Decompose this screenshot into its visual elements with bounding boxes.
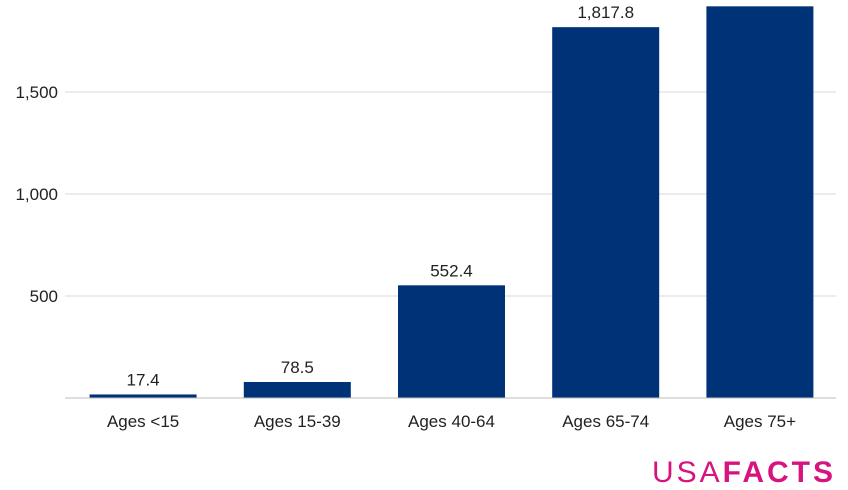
bar	[398, 285, 505, 398]
bar	[243, 381, 351, 398]
data-label: 78.5	[281, 358, 314, 377]
bar-chart: 500 1,000 1,500 17.4 78.5 552.4 1,817.8 Ages …	[15, 3, 836, 431]
x-tick-label: Ages 65-74	[562, 412, 649, 431]
bar	[89, 394, 197, 398]
x-tick-label: Ages 75+	[724, 412, 796, 431]
x-tick-label: Ages 15-39	[254, 412, 341, 431]
logo-usa-text: USA	[651, 456, 723, 489]
data-label: 1,817.8	[577, 3, 634, 22]
x-tick-label: Ages 40-64	[408, 412, 495, 431]
bar	[552, 27, 660, 399]
usafacts-logo: USAFACTS	[652, 456, 836, 490]
bars	[89, 6, 814, 399]
y-tick-label: 1,000	[15, 185, 58, 204]
y-tick-label: 500	[30, 287, 58, 306]
y-tick-label: 1,500	[15, 83, 58, 102]
x-tick-label: Ages <15	[107, 412, 179, 431]
bar	[706, 6, 814, 398]
data-label: 552.4	[430, 261, 473, 280]
y-axis: 500 1,000 1,500	[15, 83, 58, 306]
data-labels: 17.4 78.5 552.4 1,817.8	[127, 3, 635, 389]
logo-facts-text: FACTS	[722, 456, 836, 489]
data-label: 17.4	[127, 370, 160, 389]
x-axis: Ages <15 Ages 15-39 Ages 40-64 Ages 65-74 Ag…	[107, 412, 796, 431]
